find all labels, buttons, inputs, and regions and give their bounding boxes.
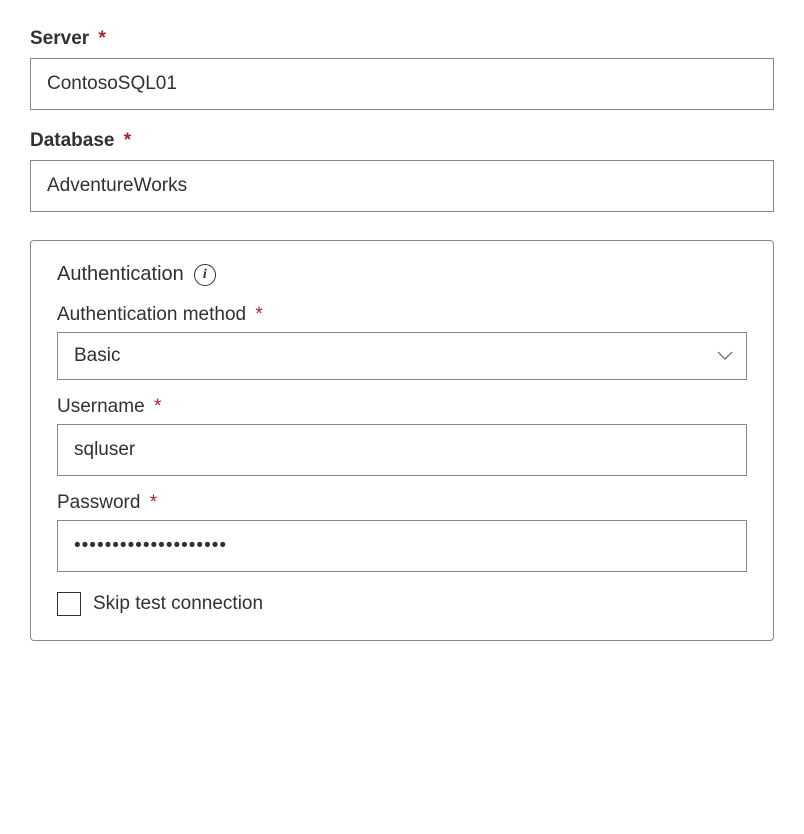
auth-method-select[interactable] (57, 332, 747, 380)
server-field: Server * (30, 28, 774, 110)
skip-test-row: Skip test connection (57, 592, 747, 616)
authentication-title: Authentication i (57, 263, 747, 286)
username-label-text: Username (57, 396, 145, 417)
password-field: Password * (57, 492, 747, 572)
password-label: Password * (57, 492, 747, 514)
username-input[interactable] (57, 424, 747, 476)
required-indicator: * (150, 492, 157, 513)
info-icon[interactable]: i (194, 264, 216, 286)
skip-test-label[interactable]: Skip test connection (93, 593, 263, 615)
password-input[interactable] (57, 520, 747, 572)
auth-method-label-text: Authentication method (57, 304, 246, 325)
server-input[interactable] (30, 58, 774, 110)
auth-method-field: Authentication method * (57, 304, 747, 380)
required-indicator: * (154, 396, 161, 417)
database-input[interactable] (30, 160, 774, 212)
required-indicator: * (124, 130, 131, 151)
authentication-title-text: Authentication (57, 263, 184, 286)
server-label-text: Server (30, 28, 89, 49)
password-label-text: Password (57, 492, 140, 513)
skip-test-checkbox[interactable] (57, 592, 81, 616)
database-label-text: Database (30, 130, 115, 151)
username-field: Username * (57, 396, 747, 476)
server-label: Server * (30, 28, 774, 50)
username-label: Username * (57, 396, 747, 418)
database-label: Database * (30, 130, 774, 152)
auth-method-label: Authentication method * (57, 304, 747, 326)
required-indicator: * (255, 304, 262, 325)
authentication-section: Authentication i Authentication method *… (30, 240, 774, 641)
database-field: Database * (30, 130, 774, 212)
required-indicator: * (98, 28, 105, 49)
auth-method-select-wrap (57, 332, 747, 380)
